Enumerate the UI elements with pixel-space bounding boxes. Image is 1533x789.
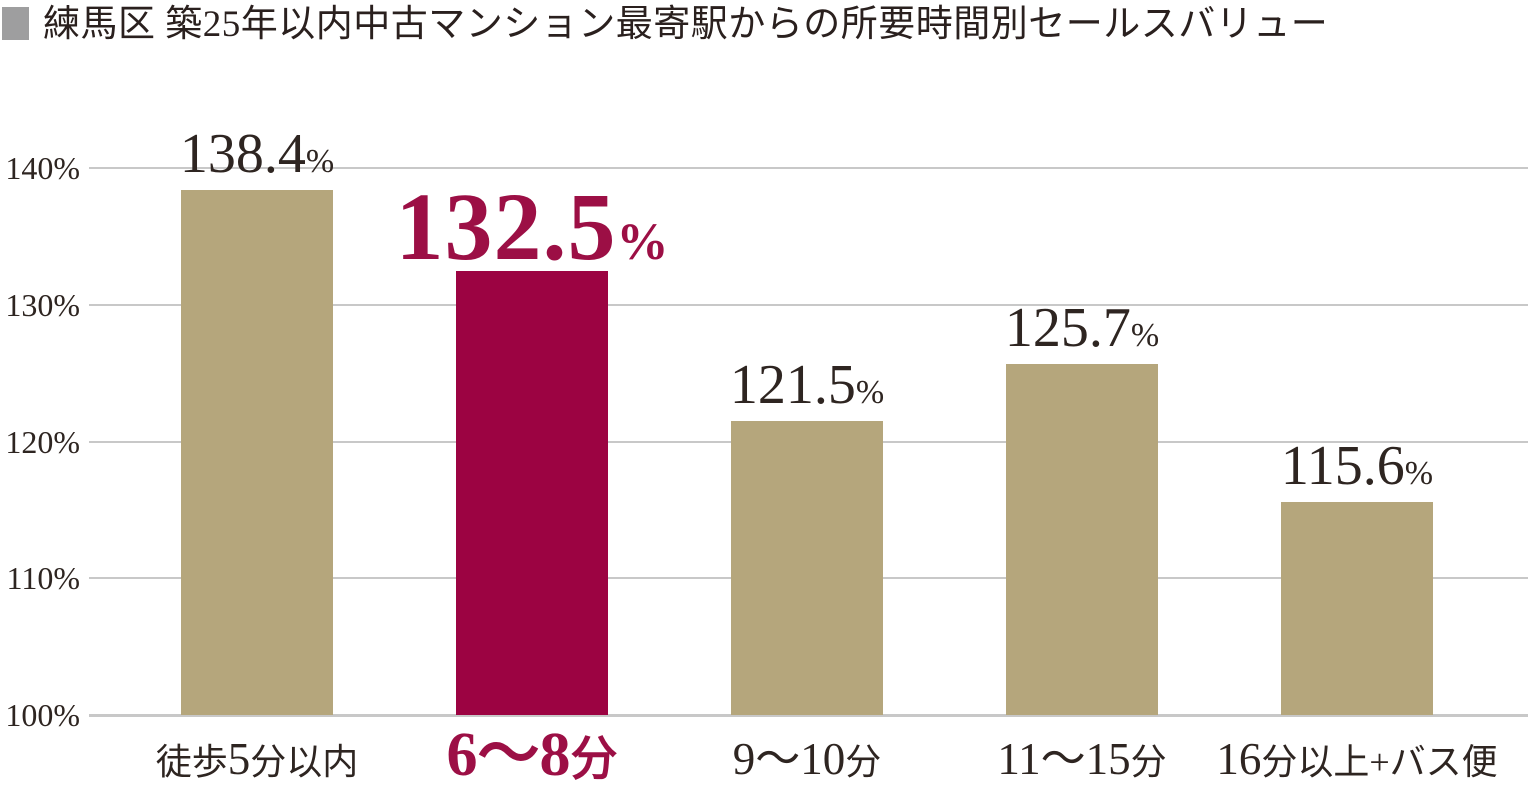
percent-sign: %: [305, 142, 335, 180]
title-bullet-icon: [2, 7, 29, 40]
label-text: 138.4: [179, 122, 306, 185]
label-text: 11〜15: [997, 734, 1131, 784]
bar-category-label: 9〜10分: [733, 737, 882, 782]
bar-value-label: 121.5%: [730, 357, 884, 413]
label-text: 16: [1216, 734, 1262, 784]
bar-value-label: 115.6%: [1281, 438, 1433, 494]
label-text: 分以内: [250, 742, 359, 782]
gridline: [89, 167, 1528, 169]
label-text: 125.7: [1004, 296, 1131, 359]
chart-title: 練馬区 築25年以内中古マンション最寄駅からの所要時間別セールスバリュー: [43, 4, 1329, 45]
y-axis-tick-label: 140%: [5, 150, 80, 186]
label-text: 分: [570, 734, 618, 786]
y-axis-tick-label: 130%: [5, 286, 80, 323]
gridline: [89, 714, 1528, 717]
y-axis-tick-label: 100%: [5, 697, 80, 733]
chart-bar: [456, 270, 608, 715]
percent-sign: %: [1404, 454, 1434, 492]
chart-bar: [731, 420, 883, 715]
y-axis-tick-label: 110%: [6, 560, 80, 597]
label-text: 9〜10: [732, 734, 846, 784]
chart-header: 練馬区 築25年以内中古マンション最寄駅からの所要時間別セールスバリュー: [2, 4, 1328, 46]
bar-category-label: 16分以上+バス便: [1216, 737, 1497, 782]
chart-bar: [1006, 363, 1158, 715]
chart-bar: [181, 189, 333, 715]
label-text: 6〜8: [446, 721, 571, 789]
percent-sign: %: [1130, 316, 1160, 354]
bar-value-label: 138.4%: [180, 126, 334, 182]
label-text: 115.6: [1280, 434, 1405, 497]
gridline: [89, 303, 1528, 306]
bar-category-label: 6〜8分: [446, 724, 617, 786]
bar-value-label: 125.7%: [1005, 300, 1159, 356]
bar-category-label: 11〜15分: [997, 737, 1166, 782]
label-text: 分: [1130, 742, 1167, 782]
percent-sign: %: [616, 213, 669, 271]
label-text: 徒歩: [155, 742, 228, 782]
label-text: 分: [845, 742, 882, 782]
label-text: 121.5: [729, 354, 856, 416]
label-text: 分以上+バス便: [1261, 742, 1498, 782]
chart-bar: [1281, 501, 1433, 715]
label-text: 5: [227, 734, 251, 784]
label-text: 132.5: [395, 172, 617, 280]
bar-category-label: 徒歩5分以内: [156, 737, 359, 782]
y-axis-tick-label: 120%: [5, 423, 80, 460]
bar-value-label: 132.5%: [396, 178, 669, 275]
percent-sign: %: [855, 374, 885, 411]
